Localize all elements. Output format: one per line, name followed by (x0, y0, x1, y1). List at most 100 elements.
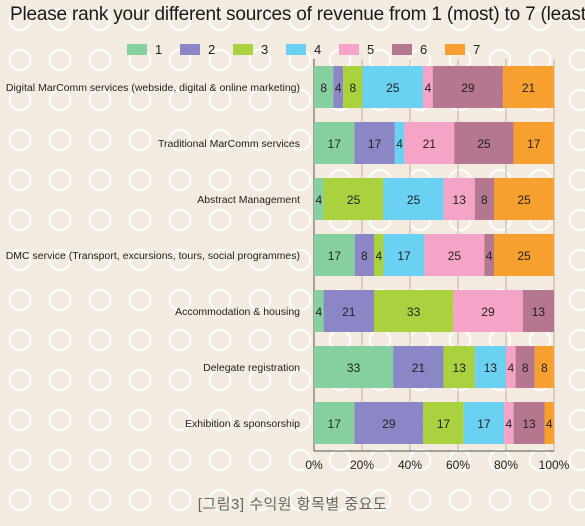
bar-segment (424, 234, 485, 276)
category-label: Accommodation & housing (175, 306, 300, 318)
legend-swatch (286, 43, 306, 55)
bar-segment (314, 122, 355, 164)
x-tick-label: 60% (446, 458, 470, 472)
legend-swatch (445, 43, 465, 55)
bar-segment (515, 346, 535, 388)
bar-segment (463, 402, 505, 444)
bar-segment (494, 178, 554, 220)
data-label: 4 (546, 417, 553, 431)
data-label: 8 (320, 81, 327, 95)
data-label: 4 (486, 249, 493, 263)
bar-segment (423, 402, 464, 444)
legend-swatch (127, 43, 147, 55)
chart-legend: 1 2 3 4 5 6 7 (0, 40, 585, 60)
data-label: 33 (347, 361, 361, 375)
bar-segment (323, 178, 384, 220)
data-label: 17 (328, 249, 342, 263)
data-label: 21 (423, 137, 437, 151)
data-label: 21 (522, 81, 536, 95)
bar-segment (354, 234, 374, 276)
bar-segment (362, 66, 424, 108)
bar-segment (522, 290, 554, 332)
bar-segment (474, 346, 506, 388)
bar-segment (394, 122, 405, 164)
data-label: 25 (407, 193, 421, 207)
bar-segment (354, 402, 424, 444)
bar-segment (314, 402, 355, 444)
data-label: 25 (517, 193, 531, 207)
legend-label: 3 (261, 41, 269, 57)
legend-item-3: 3 (233, 40, 268, 58)
data-label: 13 (532, 305, 546, 319)
legend-label: 6 (420, 41, 428, 57)
bar-segment (323, 290, 374, 332)
legend-item-4: 4 (286, 40, 321, 58)
data-label: 25 (477, 137, 491, 151)
data-label: 29 (382, 417, 396, 431)
legend-label: 5 (367, 41, 375, 57)
data-label: 33 (407, 305, 421, 319)
data-label: 8 (361, 249, 368, 263)
category-label: DMC service (Transport, excursions, tour… (6, 250, 300, 262)
bar-segment (393, 346, 444, 388)
bar-segment (343, 66, 363, 108)
legend-label: 1 (155, 41, 163, 57)
data-label: 8 (541, 361, 548, 375)
bar-segment (314, 234, 355, 276)
data-label: 25 (386, 81, 400, 95)
data-label: 21 (412, 361, 426, 375)
data-label: 17 (397, 249, 411, 263)
bar-segment (333, 66, 344, 108)
x-tick-label: 40% (398, 458, 422, 472)
data-label: 4 (507, 361, 514, 375)
data-label: 25 (517, 249, 531, 263)
legend-swatch (180, 43, 200, 55)
bar-segment (494, 234, 554, 276)
bar-segment (423, 66, 433, 108)
data-label: 29 (481, 305, 495, 319)
category-label: Digital MarComm services (webside, digit… (6, 82, 300, 94)
legend-item-5: 5 (339, 40, 374, 58)
x-tick-label: 0% (305, 458, 323, 472)
data-label: 17 (527, 137, 541, 151)
data-label: 4 (396, 137, 403, 151)
legend-swatch (233, 43, 253, 55)
bar-segment (504, 402, 514, 444)
bar-segment (443, 346, 475, 388)
bar-segment (513, 122, 554, 164)
figure-caption: [그림3] 수익원 항목별 중요도 (197, 496, 388, 513)
data-label: 13 (453, 193, 467, 207)
data-label: 8 (349, 81, 356, 95)
data-label: 21 (342, 305, 356, 319)
x-tick-label: 100% (539, 458, 570, 472)
data-label: 13 (484, 361, 498, 375)
bar-segment (453, 290, 523, 332)
data-label: 4 (335, 81, 342, 95)
data-label: 17 (477, 417, 491, 431)
data-label: 13 (453, 361, 467, 375)
data-label: 4 (315, 193, 322, 207)
data-label: 25 (448, 249, 462, 263)
bar-segment (503, 66, 554, 108)
legend-label: 4 (314, 41, 322, 57)
data-label: 4 (315, 305, 322, 319)
data-label: 25 (347, 193, 361, 207)
legend-item-1: 1 (127, 40, 162, 58)
category-label: Abstract Management (197, 194, 300, 206)
bar-segment (474, 178, 494, 220)
bar-segment (314, 178, 324, 220)
data-label: 13 (522, 417, 536, 431)
bar-segment (314, 290, 324, 332)
x-tick-label: 80% (494, 458, 518, 472)
data-label: 8 (522, 361, 529, 375)
data-label: 17 (437, 417, 451, 431)
bar-segment (374, 290, 454, 332)
bar-segment (383, 234, 425, 276)
legend-item-7: 7 (445, 40, 480, 58)
bar-segment (443, 178, 475, 220)
chart-title: Please rank your different sources of re… (10, 4, 585, 25)
bar-segment (513, 402, 545, 444)
category-label: Delegate registration (203, 362, 300, 374)
legend-item-6: 6 (392, 40, 427, 58)
